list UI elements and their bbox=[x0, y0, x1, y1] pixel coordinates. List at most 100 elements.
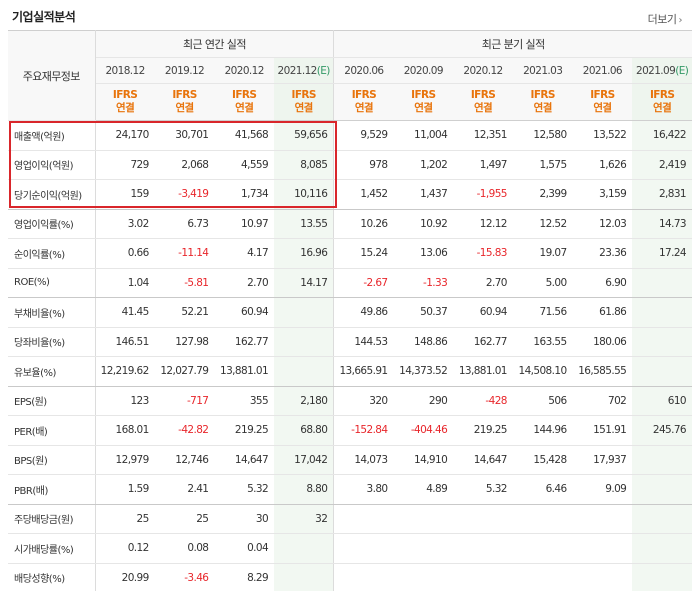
label-column-header: 주요재무정보 bbox=[8, 30, 96, 121]
period-label: 2020.09 bbox=[403, 64, 444, 77]
more-link[interactable]: 더보기 › bbox=[648, 11, 683, 27]
table-cell: 6.73 bbox=[154, 208, 215, 239]
table-cell: 6.90 bbox=[572, 267, 633, 298]
table-cell: 16.96 bbox=[274, 238, 335, 269]
table-cell: 146.51 bbox=[95, 326, 155, 357]
table-cell: 978 bbox=[333, 149, 394, 180]
table-cell: 1,734 bbox=[214, 179, 275, 210]
table-cell: 5.32 bbox=[453, 474, 513, 505]
table-cell: 2.70 bbox=[453, 267, 513, 298]
table-cell: 702 bbox=[572, 385, 633, 416]
table-cell: -1.33 bbox=[393, 267, 454, 298]
table-cell: 729 bbox=[95, 149, 155, 180]
table-cell: 0.08 bbox=[154, 533, 215, 564]
table-cell: 1,575 bbox=[512, 149, 573, 180]
ifrs-badge: IFRS 연결 bbox=[572, 83, 633, 121]
table-cell: 3.80 bbox=[333, 474, 394, 505]
table-cell bbox=[572, 562, 633, 591]
table-cell: 14,073 bbox=[333, 444, 394, 475]
table-cell: 2,419 bbox=[632, 149, 692, 180]
table-cell: 12.03 bbox=[572, 208, 633, 239]
table-cell: 50.37 bbox=[393, 297, 454, 328]
ifrs-badge: IFRS 연결 bbox=[333, 83, 394, 121]
table-row: ROE(%) 1.04 -5.81 2.70 14.17 -2.67 -1.33 2.70 5.… bbox=[8, 267, 692, 298]
table-cell: 2,831 bbox=[632, 179, 692, 210]
period-header: 2020.06 bbox=[333, 57, 394, 84]
consolidated-label: 연결 bbox=[653, 102, 672, 114]
table-cell: 219.25 bbox=[214, 415, 275, 446]
ifrs-badge: IFRS 연결 bbox=[453, 83, 513, 121]
table-cell bbox=[393, 503, 454, 534]
table-cell: 15.24 bbox=[333, 238, 394, 269]
table-cell: 8.80 bbox=[274, 474, 335, 505]
table-cell bbox=[632, 474, 692, 505]
table-cell bbox=[453, 562, 513, 591]
table-cell: 71.56 bbox=[512, 297, 573, 328]
estimate-marker: (E) bbox=[675, 64, 689, 77]
table-cell: 12,351 bbox=[453, 120, 513, 151]
section-header: 기업실적분석 더보기 › bbox=[0, 0, 700, 30]
row-label: PBR(배) bbox=[8, 474, 96, 505]
table-cell bbox=[274, 562, 335, 591]
period-header: 2021.09(E) bbox=[632, 57, 692, 84]
period-label: 2021.09 bbox=[635, 64, 676, 77]
consolidated-label: 연결 bbox=[533, 102, 553, 114]
row-label: 영업이익(억원) bbox=[8, 149, 96, 180]
consolidated-label: 연결 bbox=[294, 102, 314, 114]
table-cell: -428 bbox=[453, 385, 513, 416]
table-cell: 61.86 bbox=[572, 297, 633, 328]
table-cell: 144.96 bbox=[512, 415, 573, 446]
table-cell: 180.06 bbox=[572, 326, 633, 357]
period-header: 2018.12 bbox=[95, 57, 155, 84]
table-cell: 14,373.52 bbox=[393, 356, 454, 387]
table-cell: 30,701 bbox=[154, 120, 215, 151]
table-cell: 290 bbox=[393, 385, 454, 416]
table-cell: 12,027.79 bbox=[154, 356, 215, 387]
table-cell: 13,881.01 bbox=[453, 356, 513, 387]
table-cell: 41.45 bbox=[95, 297, 155, 328]
table-cell: 13,881.01 bbox=[214, 356, 275, 387]
table-row: PBR(배) 1.59 2.41 5.32 8.80 3.80 4.89 5.32 6.46 9.… bbox=[8, 474, 692, 505]
ifrs-badge: IFRS 연결 bbox=[214, 83, 275, 121]
table-cell: 30 bbox=[214, 503, 275, 534]
table-cell bbox=[393, 562, 454, 591]
table-cell: 0.66 bbox=[95, 238, 155, 269]
period-label: 2019.12 bbox=[164, 64, 205, 77]
table-cell: 14.17 bbox=[274, 267, 335, 298]
period-header: 2020.12 bbox=[214, 57, 275, 84]
ifrs-label: IFRS bbox=[232, 89, 257, 101]
period-header: 2020.12 bbox=[453, 57, 513, 84]
table-cell: 15,428 bbox=[512, 444, 573, 475]
table-cell: 59,656 bbox=[274, 120, 335, 151]
table-cell: -11.14 bbox=[154, 238, 215, 269]
table-cell: 1,626 bbox=[572, 149, 633, 180]
table-row: PER(배) 168.01 -42.82 219.25 68.80 -152.84 -404… bbox=[8, 415, 692, 446]
table-cell bbox=[453, 503, 513, 534]
period-label: 2020.12 bbox=[224, 64, 265, 77]
table-cell bbox=[512, 503, 573, 534]
table-cell: 0.12 bbox=[95, 533, 155, 564]
table-cell: 219.25 bbox=[453, 415, 513, 446]
row-label: EPS(원) bbox=[8, 385, 96, 416]
row-label: 당좌비율(%) bbox=[8, 326, 96, 357]
period-header: 2021.06 bbox=[572, 57, 633, 84]
ifrs-badge: IFRS 연결 bbox=[512, 83, 573, 121]
table-cell: 4.17 bbox=[214, 238, 275, 269]
table-cell: 5.00 bbox=[512, 267, 573, 298]
table-row: 매출액(억원) 24,170 30,701 41,568 59,656 9,529 11,0… bbox=[8, 120, 692, 151]
ifrs-label: IFRS bbox=[351, 89, 377, 101]
table-cell: 1.59 bbox=[95, 474, 155, 505]
consolidated-label: 연결 bbox=[473, 102, 493, 114]
table-cell: -3,419 bbox=[154, 179, 215, 210]
annual-group-header: 최근 연간 실적 bbox=[95, 30, 335, 58]
consolidated-label: 연결 bbox=[116, 102, 135, 114]
table-cell: 17,937 bbox=[572, 444, 633, 475]
table-row: 당기순이익(억원) 159 -3,419 1,734 10,116 1,452 1,437-… bbox=[8, 179, 692, 210]
row-label: 매출액(억원) bbox=[8, 120, 96, 151]
table-cell: 3,159 bbox=[572, 179, 633, 210]
table-cell: 12.52 bbox=[512, 208, 573, 239]
table-cell: 12,979 bbox=[95, 444, 155, 475]
period-label: 2021.12 bbox=[277, 64, 318, 77]
ifrs-label: IFRS bbox=[530, 89, 556, 101]
table-cell: 1.04 bbox=[95, 267, 155, 298]
